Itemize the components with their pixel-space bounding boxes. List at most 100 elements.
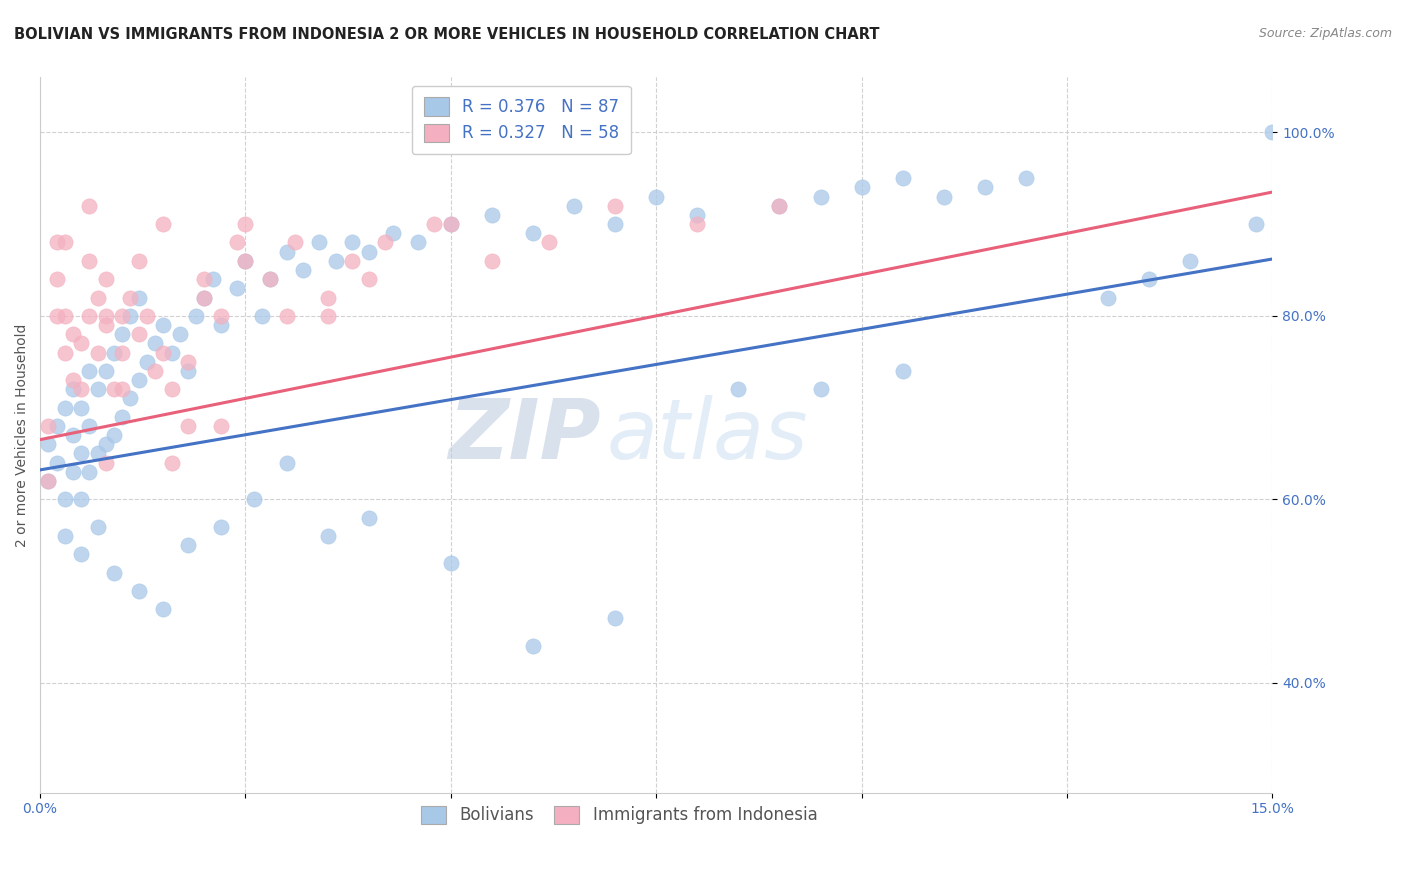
Y-axis label: 2 or more Vehicles in Household: 2 or more Vehicles in Household [15, 324, 30, 547]
Point [605, 199, 627, 213]
Point [128, 327, 150, 342]
Point [160, 382, 183, 396]
Point [177, 538, 200, 552]
Point [62, 465, 84, 479]
Point [768, 199, 790, 213]
Point [94, 456, 117, 470]
Point [111, 382, 134, 396]
Point [79, 309, 101, 323]
Point [645, 189, 668, 203]
Point [152, 602, 174, 616]
Point [481, 253, 503, 268]
Point [357, 510, 380, 524]
Point [86, 382, 108, 396]
Point [94, 318, 117, 332]
Point [79, 364, 101, 378]
Point [342, 235, 364, 250]
Point [94, 272, 117, 286]
Point [209, 318, 232, 332]
Point [1015, 171, 1038, 186]
Point [37, 474, 59, 488]
Point [932, 189, 955, 203]
Point [1097, 291, 1119, 305]
Point [45, 456, 67, 470]
Point [53, 345, 76, 359]
Point [209, 520, 232, 534]
Text: Source: ZipAtlas.com: Source: ZipAtlas.com [1258, 27, 1392, 40]
Point [70, 401, 93, 415]
Point [111, 327, 134, 342]
Point [440, 217, 463, 231]
Point [45, 418, 67, 433]
Point [440, 217, 463, 231]
Point [103, 566, 125, 580]
Point [423, 217, 446, 231]
Point [53, 235, 76, 250]
Point [86, 446, 108, 460]
Point [86, 520, 108, 534]
Point [686, 217, 709, 231]
Point [193, 291, 215, 305]
Point [440, 557, 463, 571]
Point [152, 345, 174, 359]
Point [94, 364, 117, 378]
Point [45, 235, 67, 250]
Point [79, 418, 101, 433]
Text: atlas: atlas [607, 394, 808, 475]
Point [120, 309, 142, 323]
Point [325, 253, 347, 268]
Point [226, 281, 249, 295]
Point [111, 345, 134, 359]
Point [53, 401, 76, 415]
Point [891, 171, 914, 186]
Point [891, 364, 914, 378]
Point [177, 364, 200, 378]
Point [522, 227, 544, 241]
Point [810, 382, 832, 396]
Point [152, 318, 174, 332]
Point [382, 227, 405, 241]
Point [103, 428, 125, 442]
Legend: Bolivians, Immigrants from Indonesia: Bolivians, Immigrants from Indonesia [412, 796, 827, 834]
Point [292, 263, 315, 277]
Point [357, 244, 380, 259]
Point [235, 253, 257, 268]
Point [169, 327, 191, 342]
Point [45, 309, 67, 323]
Point [973, 180, 995, 194]
Point [37, 474, 59, 488]
Point [37, 437, 59, 451]
Point [242, 492, 264, 507]
Point [62, 382, 84, 396]
Point [152, 217, 174, 231]
Point [79, 465, 101, 479]
Point [70, 492, 93, 507]
Point [111, 409, 134, 424]
Point [143, 364, 166, 378]
Point [226, 235, 249, 250]
Point [276, 456, 298, 470]
Point [727, 382, 749, 396]
Point [62, 428, 84, 442]
Point [86, 345, 108, 359]
Point [128, 253, 150, 268]
Point [284, 235, 307, 250]
Point [120, 392, 142, 406]
Point [86, 291, 108, 305]
Point [605, 611, 627, 625]
Point [177, 354, 200, 368]
Point [135, 354, 157, 368]
Point [193, 291, 215, 305]
Point [562, 199, 585, 213]
Point [103, 382, 125, 396]
Point [70, 382, 93, 396]
Point [111, 309, 134, 323]
Point [70, 547, 93, 561]
Point [522, 639, 544, 653]
Point [193, 272, 215, 286]
Point [235, 217, 257, 231]
Point [1244, 217, 1267, 231]
Point [103, 345, 125, 359]
Point [94, 309, 117, 323]
Point [79, 253, 101, 268]
